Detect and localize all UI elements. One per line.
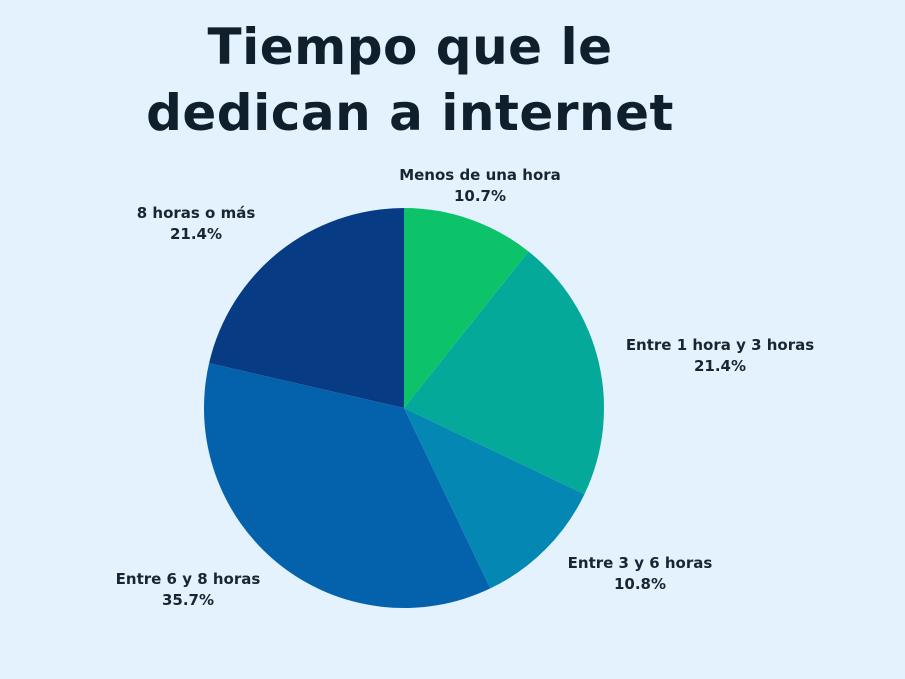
slice-value-label-4: 35.7% [162,591,214,609]
slice-label-5: 8 horas o más [137,204,256,222]
chart-title: Tiempo que le dedican a internet [90,14,730,146]
chart-title-line-2: dedican a internet [146,84,674,142]
pie-labels: Menos de una hora 10.7% Entre 1 hora y 3 h… [116,166,815,609]
slice-value-label-5: 21.4% [170,225,222,243]
pie-slice-2 [404,251,605,495]
slice-value-label-3: 10.8% [614,575,666,593]
pie-slices [203,207,605,609]
slice-value-label-2: 21.4% [694,357,746,375]
pie-slice-3 [404,408,585,589]
slice-label-4: Entre 6 y 8 horas [116,570,261,588]
chart-title-line-1: Tiempo que le [207,18,613,76]
pie-slice-1 [404,207,529,408]
pie-slice-4 [203,363,491,609]
pie-slice-5 [209,208,404,408]
slice-label-1: Menos de una hora [399,166,561,184]
slice-label-3: Entre 3 y 6 horas [568,554,713,572]
slice-label-2: Entre 1 hora y 3 horas [626,336,814,354]
slice-value-label-1: 10.7% [454,187,506,205]
